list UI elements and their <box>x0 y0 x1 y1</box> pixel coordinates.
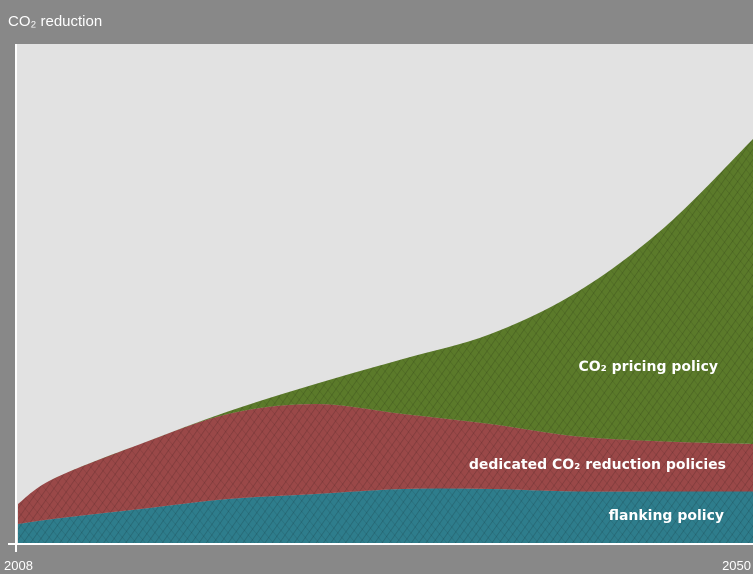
area-flanking-policy <box>18 488 753 544</box>
area-co2-pricing-policy-hatch2 <box>18 139 753 504</box>
area-flanking-policy-hatch2 <box>18 488 753 544</box>
x-tick-start: 2008 <box>4 558 33 573</box>
area-layer <box>18 139 753 544</box>
y-axis-label: CO₂ reduction <box>8 13 102 30</box>
area-dedicated-co2-reduction <box>18 404 753 524</box>
area-co2-pricing-policy <box>18 139 753 504</box>
label-flanking: flanking policy <box>609 508 724 524</box>
label-dedicated-co2: dedicated CO₂ reduction policies <box>469 457 726 473</box>
label-co2-pricing: CO₂ pricing policy <box>578 359 718 375</box>
area-dedicated-co2-reduction-hatch2 <box>18 404 753 524</box>
x-tick-end: 2050 <box>722 558 751 573</box>
